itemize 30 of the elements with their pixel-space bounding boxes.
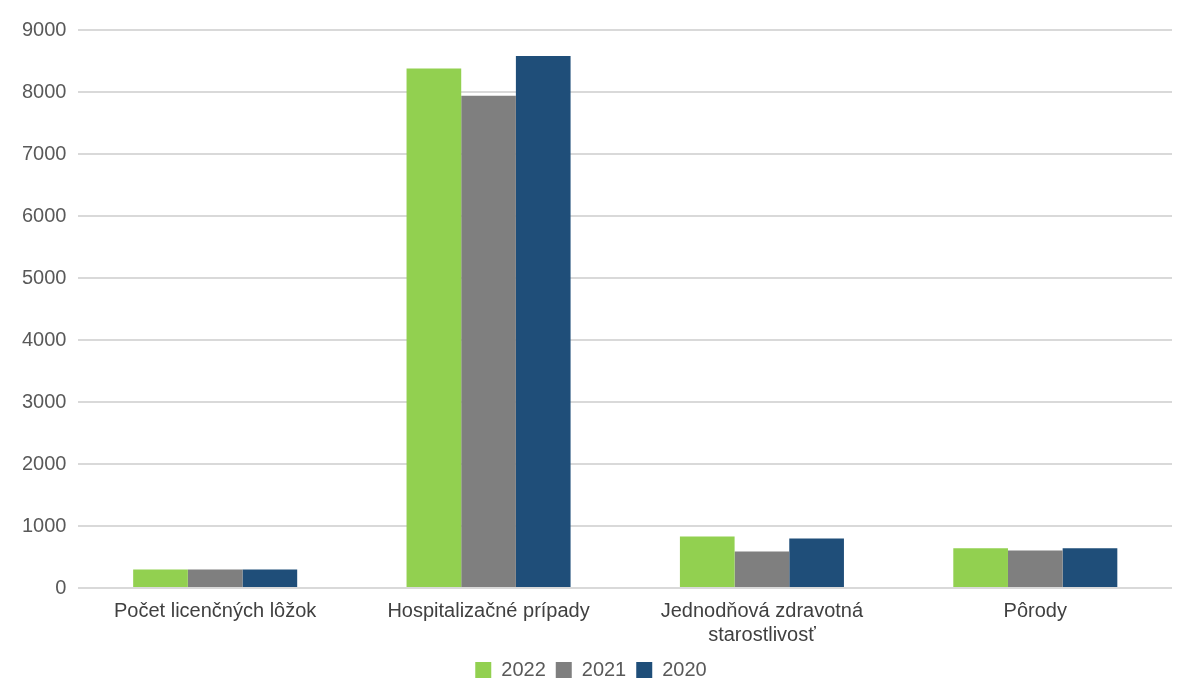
bar <box>406 68 462 587</box>
x-tick-label: Hospitalizačné prípady <box>387 598 590 621</box>
bar <box>1007 550 1063 587</box>
y-tick-label: 3000 <box>21 389 67 412</box>
y-tick-label: 2000 <box>21 451 67 474</box>
legend-label: 2021 <box>581 657 627 680</box>
x-tick-label: Pôrody <box>1003 598 1067 621</box>
y-tick-label: 5000 <box>21 265 67 288</box>
y-tick-label: 0 <box>55 575 67 598</box>
y-tick-label: 4000 <box>21 327 67 350</box>
bar <box>734 551 790 587</box>
y-tick-label: 9000 <box>21 17 67 40</box>
legend-label: 2022 <box>501 657 546 680</box>
bar <box>953 548 1008 587</box>
category-label: starostlivosť <box>708 622 816 645</box>
x-tick-label: Počet licenčných lôžok <box>114 598 318 621</box>
bar <box>515 56 571 587</box>
bar <box>789 538 844 587</box>
bar <box>461 95 516 587</box>
bar <box>133 569 188 587</box>
bar <box>242 569 298 587</box>
y-tick-label: 6000 <box>21 203 67 226</box>
y-tick-label: 1000 <box>21 513 67 536</box>
legend-label: 2020 <box>662 657 707 680</box>
bar <box>679 536 735 587</box>
bar <box>1062 548 1118 587</box>
y-tick-label: 8000 <box>21 79 67 102</box>
category-label: Jednodňová zdravotná <box>660 598 864 621</box>
y-tick-label: 7000 <box>21 141 67 164</box>
bar <box>187 569 243 587</box>
